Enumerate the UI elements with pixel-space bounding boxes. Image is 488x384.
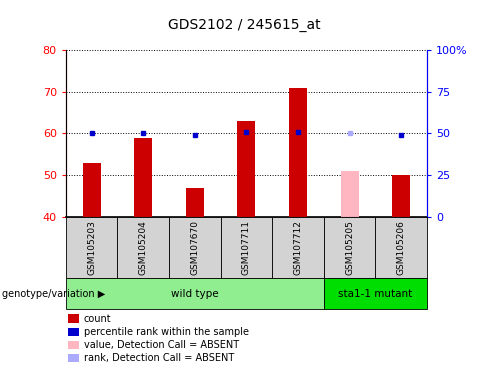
Text: sta1-1 mutant: sta1-1 mutant <box>338 289 412 299</box>
Bar <box>186 188 204 217</box>
Text: value, Detection Call = ABSENT: value, Detection Call = ABSENT <box>84 340 239 350</box>
Text: rank, Detection Call = ABSENT: rank, Detection Call = ABSENT <box>84 353 234 363</box>
Text: percentile rank within the sample: percentile rank within the sample <box>84 327 249 337</box>
Text: GSM105204: GSM105204 <box>139 220 148 275</box>
Text: GSM105203: GSM105203 <box>87 220 96 275</box>
Text: GSM105205: GSM105205 <box>345 220 354 275</box>
Bar <box>82 163 101 217</box>
Text: wild type: wild type <box>171 289 219 299</box>
Bar <box>238 121 256 217</box>
Text: count: count <box>84 314 112 324</box>
Text: GDS2102 / 245615_at: GDS2102 / 245615_at <box>168 18 320 32</box>
Text: GSM105206: GSM105206 <box>397 220 406 275</box>
Bar <box>392 175 410 217</box>
Bar <box>289 88 307 217</box>
Text: GSM107711: GSM107711 <box>242 220 251 275</box>
Text: genotype/variation ▶: genotype/variation ▶ <box>2 289 106 299</box>
Bar <box>134 137 152 217</box>
Bar <box>341 171 359 217</box>
Text: GSM107712: GSM107712 <box>293 220 303 275</box>
Text: GSM107670: GSM107670 <box>190 220 200 275</box>
